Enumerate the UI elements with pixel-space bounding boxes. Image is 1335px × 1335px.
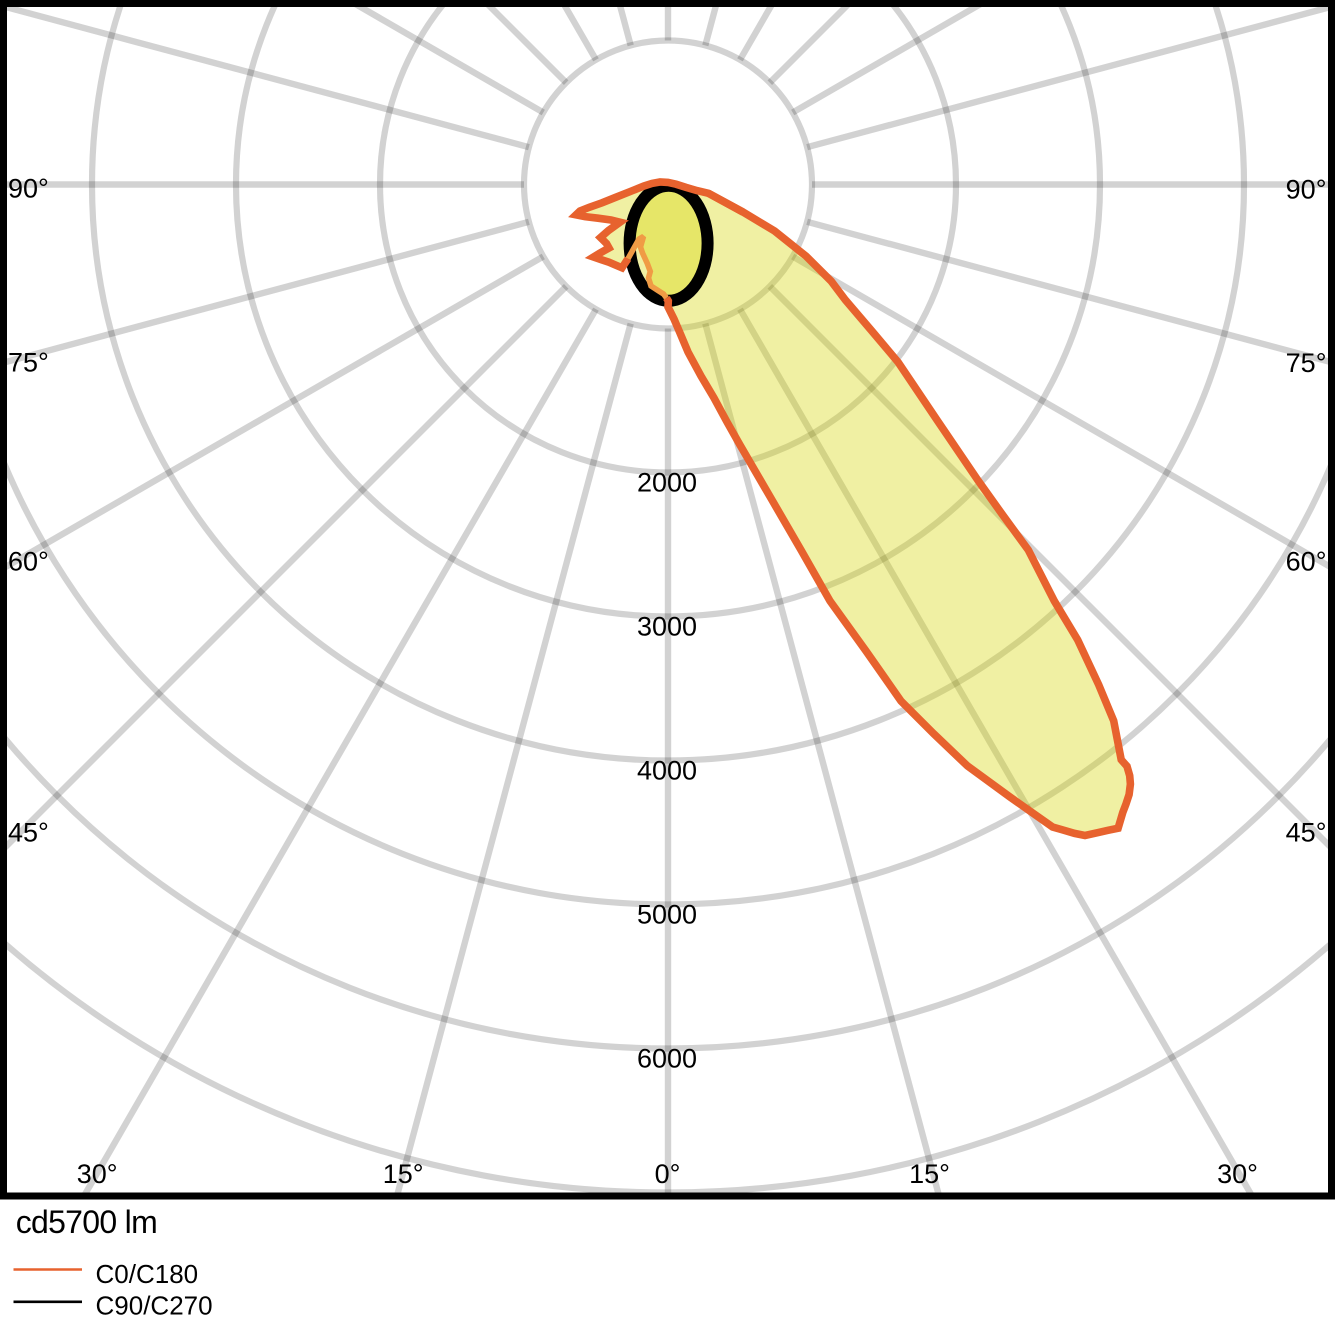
svg-text:75°: 75°: [1286, 348, 1327, 378]
svg-text:45°: 45°: [1286, 818, 1327, 848]
svg-text:cd5700 lm: cd5700 lm: [16, 1204, 157, 1240]
svg-text:15°: 15°: [383, 1159, 424, 1189]
svg-text:15°: 15°: [909, 1159, 950, 1189]
svg-text:60°: 60°: [8, 547, 49, 577]
svg-text:2000: 2000: [637, 468, 697, 498]
svg-text:30°: 30°: [77, 1159, 118, 1189]
svg-text:0°: 0°: [655, 1159, 681, 1189]
svg-text:3000: 3000: [637, 612, 697, 642]
svg-text:45°: 45°: [8, 818, 49, 848]
svg-text:C0/C180: C0/C180: [96, 1259, 199, 1289]
svg-text:90°: 90°: [1286, 175, 1327, 205]
svg-text:6000: 6000: [637, 1044, 697, 1074]
svg-text:4000: 4000: [637, 756, 697, 786]
svg-text:75°: 75°: [8, 348, 49, 378]
svg-text:30°: 30°: [1217, 1159, 1258, 1189]
svg-text:60°: 60°: [1286, 547, 1327, 577]
svg-text:5000: 5000: [637, 900, 697, 930]
svg-text:C90/C270: C90/C270: [96, 1291, 213, 1321]
svg-text:90°: 90°: [8, 174, 49, 204]
